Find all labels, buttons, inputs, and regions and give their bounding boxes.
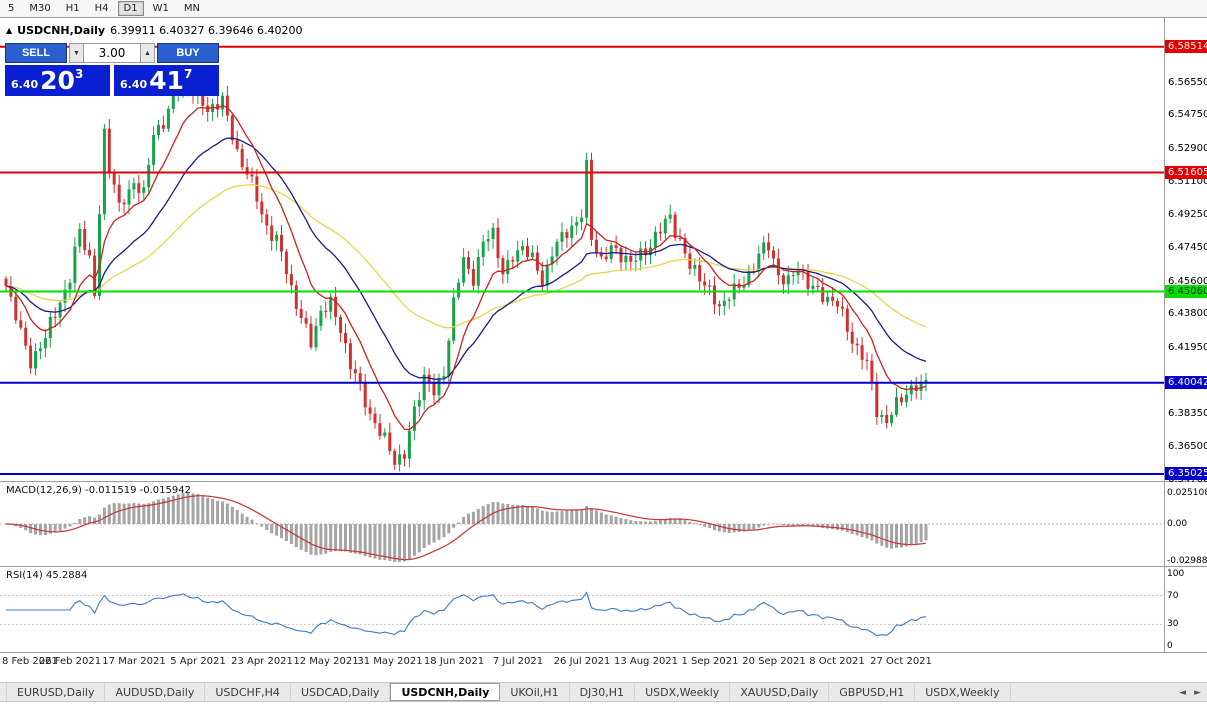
sell-button[interactable]: SELL: [5, 43, 67, 63]
volume-increase-button[interactable]: ▲: [140, 43, 155, 63]
tabs-scroll-left-icon[interactable]: ◄: [1179, 688, 1187, 698]
timeframe-m30[interactable]: M30: [29, 3, 51, 14]
timeframe-mn[interactable]: MN: [183, 3, 200, 14]
macd-axis-tick: 0.00: [1167, 519, 1188, 529]
one-click-trading-panel: SELL ▼ ▲ BUY 6.40 20 3 6.40 41 7: [5, 43, 219, 96]
pane-separator[interactable]: [0, 566, 1207, 567]
volume-decrease-button[interactable]: ▼: [69, 43, 84, 63]
rsi-chart[interactable]: [0, 566, 1207, 652]
ask-price-point: 7: [183, 67, 193, 81]
timeframe-d1[interactable]: D1: [117, 1, 144, 16]
tab-audusd-daily[interactable]: AUDUSD,Daily: [105, 683, 206, 701]
time-label: 17 Mar 2021: [102, 656, 166, 667]
price-tick: 6.41950: [1168, 342, 1207, 353]
rsi-axis-tick: 70: [1167, 591, 1179, 601]
chart-symbol-label: USDCNH,Daily: [17, 24, 106, 37]
time-label: 20 Sep 2021: [742, 656, 806, 667]
time-label: 18 Jun 2021: [423, 656, 485, 667]
bid-price-big-digits: 20: [40, 66, 75, 95]
timeframe-h4[interactable]: H4: [94, 3, 109, 14]
time-label: 7 Jul 2021: [492, 656, 544, 667]
volume-input[interactable]: [84, 43, 140, 63]
price-axis-separator: [1164, 18, 1165, 652]
hline-price-badge: 6.40042: [1165, 376, 1207, 389]
tab-gbpusd-h1[interactable]: GBPUSD,H1: [829, 683, 916, 701]
time-label: 27 Oct 2021: [870, 656, 932, 667]
buy-button[interactable]: BUY: [157, 43, 219, 63]
price-tick: 6.49250: [1168, 209, 1207, 220]
tab-xauusd-daily[interactable]: XAUUSD,Daily: [730, 683, 830, 701]
rsi-axis-tick: 0: [1167, 641, 1173, 651]
time-axis-separator: [0, 652, 1207, 653]
pane-separator[interactable]: [0, 481, 1207, 482]
timeframe-toolbar: 5 M30 H1 H4 D1 W1 MN: [0, 0, 1207, 18]
price-tick: 6.51100: [1168, 176, 1207, 187]
price-tick: 6.52900: [1168, 143, 1207, 154]
time-label: 31 May 2021: [357, 656, 423, 667]
time-label: 26 Jul 2021: [553, 656, 611, 667]
tab-usdchf-h4[interactable]: USDCHF,H4: [205, 683, 291, 701]
tab-usdx-weekly[interactable]: USDX,Weekly: [635, 683, 731, 701]
chart-tabs-bar: EURUSD,Daily AUDUSD,Daily USDCHF,H4 USDCAD,…: [0, 682, 1207, 702]
time-label: 8 Feb 2021: [2, 656, 58, 667]
tabs-scroll-right-icon[interactable]: ►: [1194, 688, 1201, 698]
rsi-indicator-label: RSI(14) 45.2884: [6, 570, 88, 581]
time-label: 5 Apr 2021: [170, 656, 226, 667]
price-tick: 6.43800: [1168, 308, 1207, 319]
chart-title: ▲ USDCNH,Daily 6.39911 6.40327 6.39646 6…: [6, 24, 303, 37]
price-tick: 6.45600: [1168, 276, 1207, 287]
timeframe-5[interactable]: 5: [8, 3, 15, 14]
price-tick: 6.54750: [1168, 109, 1207, 120]
price-tick: 6.38350: [1168, 408, 1207, 419]
bid-price-prefix: 6.40: [11, 78, 39, 91]
timeframe-h1[interactable]: H1: [65, 3, 80, 14]
time-label: 12 May 2021: [293, 656, 359, 667]
time-label: 23 Apr 2021: [231, 656, 293, 667]
hline-price-badge: 6.35025: [1165, 467, 1207, 480]
tab-dj30-h1[interactable]: DJ30,H1: [570, 683, 636, 701]
price-tick: 6.36500: [1168, 441, 1207, 452]
tab-eurusd-daily[interactable]: EURUSD,Daily: [6, 683, 106, 701]
rsi-axis-tick: 100: [1167, 569, 1185, 579]
ask-price-big-digits: 41: [149, 66, 184, 95]
macd-indicator-label: MACD(12,26,9) -0.011519 -0.015942: [6, 485, 191, 496]
time-label: 13 Aug 2021: [613, 656, 679, 667]
tab-usdcad-daily[interactable]: USDCAD,Daily: [291, 683, 391, 701]
price-tick: 6.47450: [1168, 242, 1207, 253]
hline-price-badge: 6.58514: [1165, 40, 1207, 53]
timeframe-w1[interactable]: W1: [152, 3, 169, 14]
tab-usdx-weekly[interactable]: USDX,Weekly: [915, 683, 1011, 701]
chart-icon: ▲: [6, 26, 13, 35]
time-label: 26 Feb 2021: [38, 656, 102, 667]
ask-price-prefix: 6.40: [120, 78, 148, 91]
time-label: 1 Sep 2021: [681, 656, 739, 667]
macd-axis-tick: -0.02988: [1167, 556, 1207, 566]
bid-price-point: 3: [74, 67, 84, 81]
tab-usdcnh-daily[interactable]: USDCNH,Daily: [390, 683, 501, 701]
chart-ohlc-values: 6.39911 6.40327 6.39646 6.40200: [110, 24, 303, 37]
macd-chart[interactable]: [0, 481, 1207, 566]
price-tick: 6.56550: [1168, 77, 1207, 88]
time-label: 8 Oct 2021: [809, 656, 865, 667]
hline-price-badge: 6.45060: [1165, 285, 1207, 298]
ask-price-button[interactable]: 6.40 41 7: [114, 65, 219, 96]
tab-ukoil-h1[interactable]: UKOil,H1: [500, 683, 570, 701]
hline-price-badge: 6.51605: [1165, 166, 1207, 179]
bid-price-button[interactable]: 6.40 20 3: [5, 65, 110, 96]
rsi-axis-tick: 30: [1167, 619, 1179, 629]
macd-axis-tick: 0.025108: [1167, 488, 1207, 498]
chart-window: ▲ USDCNH,Daily 6.39911 6.40327 6.39646 6…: [0, 18, 1207, 674]
